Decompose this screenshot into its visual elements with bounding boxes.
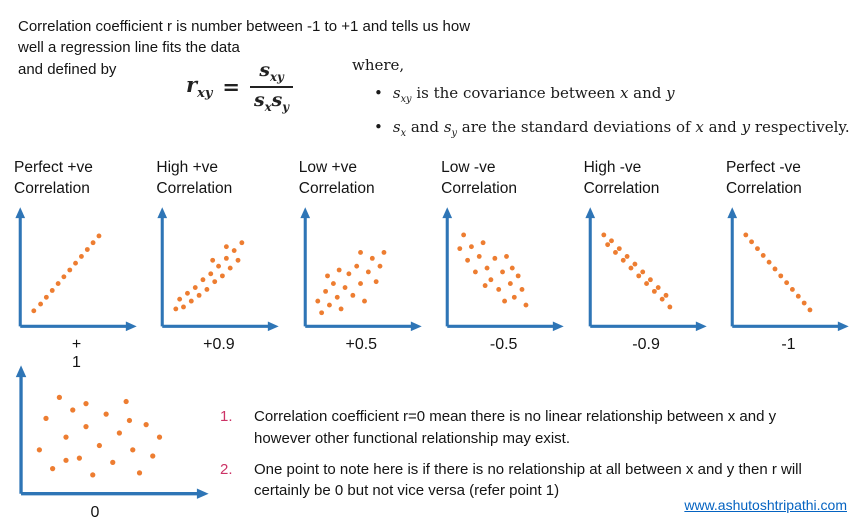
- plot-col-high-positive: High +ve Correlation +0.9: [152, 158, 285, 373]
- note-number: 2.: [220, 460, 233, 478]
- note-item-2: 2. One point to note here is if there is…: [220, 459, 834, 503]
- intro-text: Correlation coefficient r is number betw…: [18, 16, 470, 80]
- plot-col-zero: 0: [10, 364, 210, 522]
- scatter-dots: [315, 250, 387, 316]
- formula-numerator: sxy: [259, 59, 284, 84]
- plot-col-high-negative: High -ve Correlation -0.9: [580, 158, 713, 373]
- note-text: One point to note here is if there is no…: [254, 460, 802, 500]
- scatter-plot-perfect-positive: [15, 207, 137, 332]
- plot-r-value: +0.9: [203, 336, 235, 353]
- intro-line-1: Correlation coefficient r is number betw…: [18, 18, 471, 35]
- scatter-dots: [173, 240, 245, 312]
- plot-col-perfect-negative: Perfect -ve Correlation -1: [722, 158, 855, 373]
- formula-fraction: sxy sxsy: [250, 59, 294, 114]
- plot-r-value: +0.5: [345, 336, 378, 353]
- covariance-bullet-text: sxy is the covariance between x and y: [392, 84, 675, 105]
- covariance-bullet: • sxy is the covariance between x and y: [374, 84, 850, 105]
- note-number: 1.: [220, 408, 233, 425]
- scatter-plot-high-negative: [584, 207, 707, 332]
- plot-title: Low +ve Correlation: [298, 159, 375, 197]
- plot-r-value: -1: [781, 336, 796, 353]
- formula-equals: =: [222, 74, 241, 100]
- scatter-dots: [600, 232, 672, 310]
- scatter-dots: [36, 394, 163, 478]
- plot-col-low-negative: Low -ve Correlation -0.5: [437, 158, 570, 373]
- correlation-plots-row: Perfect +ve Correlation + 1 High +ve Corre…: [10, 158, 855, 373]
- plot-r-value: -0.5: [489, 336, 518, 353]
- where-label: where,: [352, 56, 405, 74]
- definition-bullets: • sxy is the covariance between x and y …: [374, 84, 850, 152]
- plot-col-perfect-positive: Perfect +ve Correlation + 1: [10, 158, 143, 373]
- plot-title: Low -ve Correlation: [441, 159, 517, 197]
- scatter-plot-perfect-negative: [727, 207, 849, 332]
- website-link[interactable]: www.ashutoshtripathi.com: [684, 497, 847, 513]
- plot-title: Perfect -ve Correlation: [725, 159, 802, 197]
- scatter-dots: [31, 233, 102, 314]
- bullet-icon: •: [374, 118, 383, 136]
- intro-line-3: and defined by: [18, 60, 117, 78]
- plot-col-low-positive: Low +ve Correlation +0.5: [295, 158, 428, 373]
- fraction-bar: [250, 85, 294, 88]
- plot-r-value: + 1: [71, 336, 82, 372]
- scatter-plot-low-negative: [442, 207, 564, 332]
- plot-r-value: 0: [90, 504, 100, 521]
- note-item-1: 1. Correlation coefficient r=0 mean ther…: [220, 406, 834, 450]
- correlation-formula: rxy = sxy sxsy: [186, 59, 294, 114]
- stddev-bullet: • sx and sy are the standard deviations …: [374, 118, 850, 139]
- intro-line-2: well a regression line fits the data: [18, 39, 240, 57]
- scatter-plot-low-positive: [300, 207, 422, 332]
- plot-title: High -ve Correlation: [583, 159, 660, 197]
- plot-r-value: -0.9: [632, 336, 660, 353]
- plot-title: High +ve Correlation: [156, 159, 233, 197]
- plot-title: Perfect +ve Correlation: [14, 159, 93, 197]
- formula-lhs: rxy: [186, 72, 213, 102]
- scatter-dots: [457, 232, 529, 308]
- note-text: Correlation coefficient r=0 mean there i…: [254, 408, 777, 447]
- formula-denominator: sxsy: [254, 88, 290, 114]
- stddev-bullet-text: sx and sy are the standard deviations of…: [392, 118, 850, 139]
- scatter-plot-high-positive: [157, 207, 280, 332]
- bullet-icon: •: [374, 84, 383, 102]
- notes-list: 1. Correlation coefficient r=0 mean ther…: [220, 406, 834, 511]
- scatter-dots: [743, 232, 813, 313]
- scatter-plot-zero: [15, 365, 209, 499]
